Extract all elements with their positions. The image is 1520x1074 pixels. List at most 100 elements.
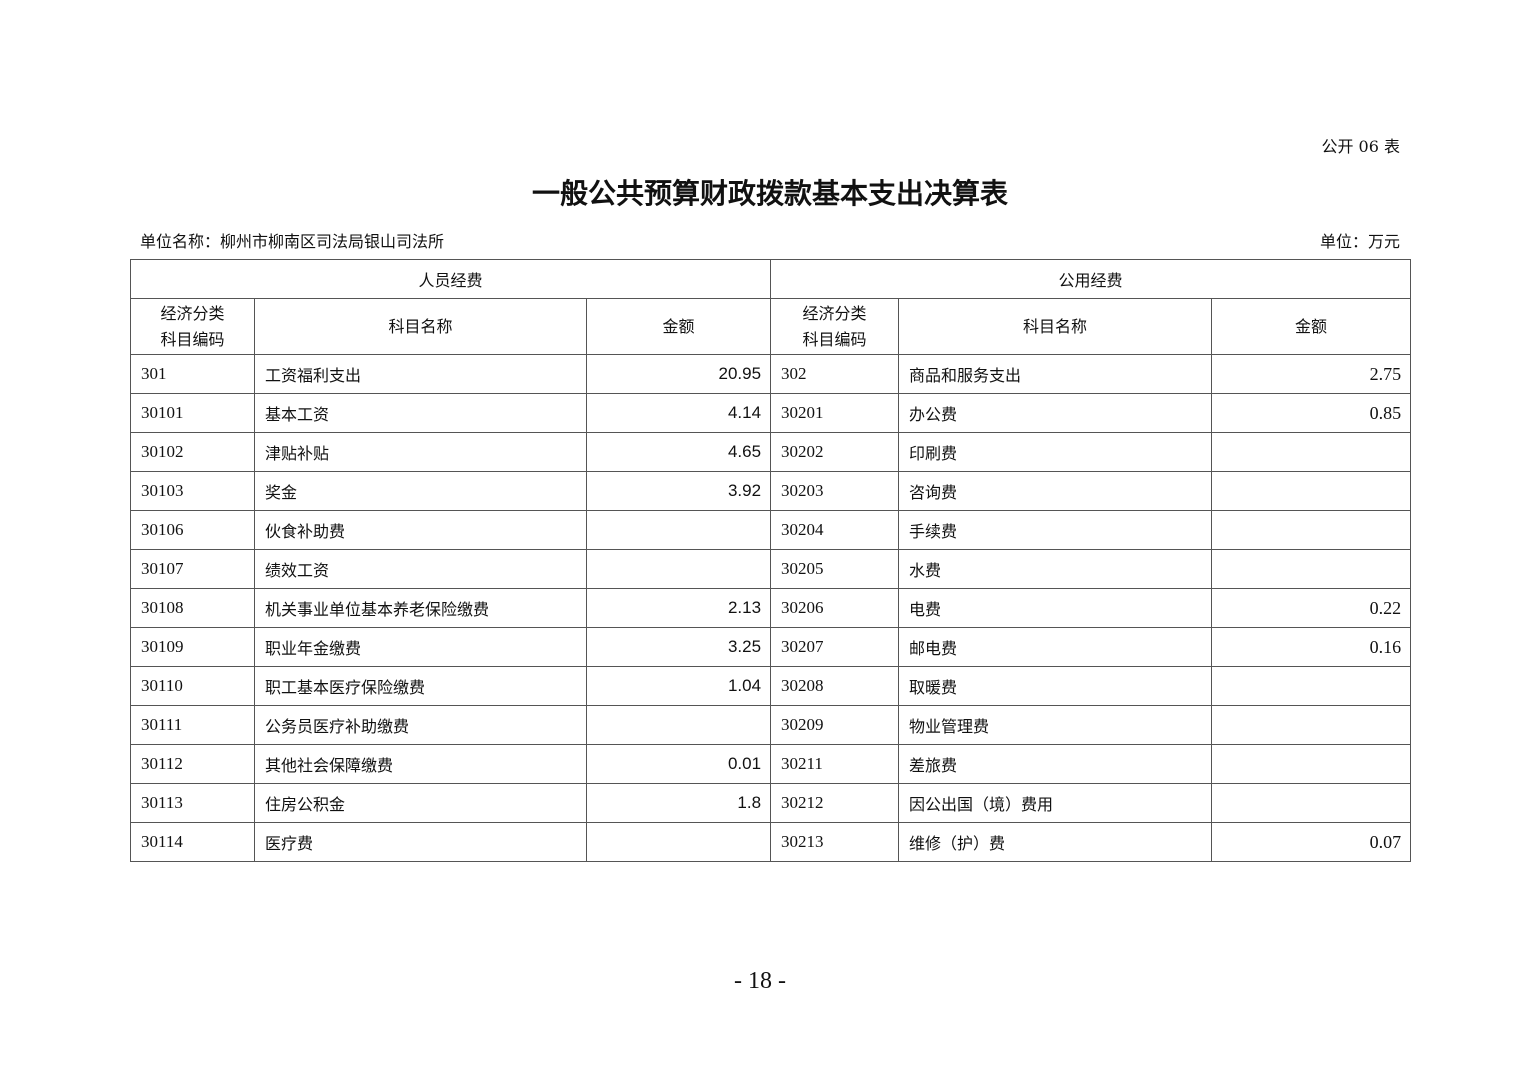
personnel-code-cell: 30110 bbox=[130, 666, 255, 706]
personnel-code-cell: 30114 bbox=[130, 822, 255, 862]
personnel-name-cell: 公务员医疗补助缴费 bbox=[254, 705, 587, 745]
personnel-name-cell: 医疗费 bbox=[254, 822, 587, 862]
table-row: 30101 基本工资 4.14 30201 办公费 0.85 bbox=[130, 393, 1412, 433]
table-row: 301 工资福利支出 20.95 302 商品和服务支出 2.75 bbox=[130, 354, 1412, 394]
public-amount-cell: 2.75 bbox=[1211, 354, 1412, 394]
unit-label: 单位：万元 bbox=[1319, 232, 1400, 251]
public-code-cell: 302 bbox=[770, 354, 900, 394]
public-code-cell: 30208 bbox=[770, 666, 900, 706]
personnel-code-cell: 30107 bbox=[130, 549, 255, 589]
personnel-code-cell: 30112 bbox=[130, 744, 255, 784]
public-code-cell: 30204 bbox=[770, 510, 900, 550]
personnel-amount-cell: 3.25 bbox=[585, 627, 772, 667]
table-row: 30106 伙食补助费 30204 手续费 bbox=[130, 510, 1412, 550]
personnel-amount-cell: 1.04 bbox=[585, 666, 772, 706]
header-code-line1: 经济分类 bbox=[160, 303, 225, 323]
public-name-cell: 物业管理费 bbox=[898, 705, 1213, 745]
personnel-name-cell: 职工基本医疗保险缴费 bbox=[254, 666, 587, 706]
public-name-cell: 取暖费 bbox=[898, 666, 1213, 706]
personnel-code-cell: 30111 bbox=[130, 705, 255, 745]
public-amount-cell: 0.16 bbox=[1211, 627, 1412, 667]
public-code-cell: 30212 bbox=[770, 783, 900, 823]
public-amount-cell: 0.07 bbox=[1211, 822, 1412, 862]
personnel-code-cell: 30102 bbox=[130, 432, 255, 472]
public-code-cell: 30206 bbox=[770, 588, 900, 628]
personnel-amount-cell: 20.95 bbox=[585, 354, 772, 394]
public-name-cell: 因公出国（境）费用 bbox=[898, 783, 1213, 823]
personnel-amount-cell: 1.8 bbox=[585, 783, 772, 823]
personnel-name-cell: 工资福利支出 bbox=[254, 354, 587, 394]
page-number: - 18 - bbox=[734, 968, 786, 994]
public-name-cell: 差旅费 bbox=[898, 744, 1213, 784]
group-public: 公用经费 bbox=[770, 259, 1412, 299]
public-name-cell: 印刷费 bbox=[898, 432, 1213, 472]
public-amount-cell bbox=[1211, 666, 1412, 706]
table-row: 30109 职业年金缴费 3.25 30207 邮电费 0.16 bbox=[130, 627, 1412, 667]
personnel-name-cell: 职业年金缴费 bbox=[254, 627, 587, 667]
header-name: 科目名称 bbox=[898, 298, 1213, 355]
header-code: 经济分类 科目编码 bbox=[770, 298, 900, 355]
personnel-name-cell: 其他社会保障缴费 bbox=[254, 744, 587, 784]
personnel-code-cell: 30103 bbox=[130, 471, 255, 511]
personnel-amount-cell: 2.13 bbox=[585, 588, 772, 628]
public-name-cell: 水费 bbox=[898, 549, 1213, 589]
group-header-row: 人员经费 公用经费 bbox=[129, 259, 1412, 299]
table-row: 30112 其他社会保障缴费 0.01 30211 差旅费 bbox=[130, 744, 1412, 784]
header-code-line2: 科目编码 bbox=[802, 329, 867, 349]
personnel-amount-cell bbox=[585, 705, 772, 745]
personnel-name-cell: 基本工资 bbox=[254, 393, 587, 433]
public-code-cell: 30202 bbox=[770, 432, 900, 472]
public-name-cell: 电费 bbox=[898, 588, 1213, 628]
header-amount: 金额 bbox=[585, 298, 772, 355]
personnel-amount-cell: 0.01 bbox=[585, 744, 772, 784]
public-code-cell: 30205 bbox=[770, 549, 900, 589]
personnel-name-cell: 津贴补贴 bbox=[254, 432, 587, 472]
unit-name: 单位名称：柳州市柳南区司法局银山司法所 bbox=[140, 232, 445, 251]
public-amount-cell bbox=[1211, 471, 1412, 511]
personnel-amount-cell bbox=[585, 822, 772, 862]
public-name-cell: 咨询费 bbox=[898, 471, 1213, 511]
public-name-cell: 手续费 bbox=[898, 510, 1213, 550]
public-amount-cell bbox=[1211, 783, 1412, 823]
public-code-cell: 30203 bbox=[770, 471, 900, 511]
public-amount-cell bbox=[1211, 744, 1412, 784]
personnel-amount-cell: 4.65 bbox=[585, 432, 772, 472]
table-row: 30103 奖金 3.92 30203 咨询费 bbox=[130, 471, 1412, 511]
personnel-code-cell: 30101 bbox=[130, 393, 255, 433]
personnel-amount-cell: 3.92 bbox=[585, 471, 772, 511]
personnel-code-cell: 30106 bbox=[130, 510, 255, 550]
table-row: 30102 津贴补贴 4.65 30202 印刷费 bbox=[130, 432, 1412, 472]
public-amount-cell: 0.22 bbox=[1211, 588, 1412, 628]
public-name-cell: 办公费 bbox=[898, 393, 1213, 433]
public-amount-cell bbox=[1211, 705, 1412, 745]
public-code-cell: 30201 bbox=[770, 393, 900, 433]
header-amount: 金额 bbox=[1211, 298, 1412, 355]
column-header-row: 经济分类 科目编码 科目名称 金额 经济分类 科目编码 科目名称 金额 bbox=[130, 298, 1412, 355]
expenditure-table: 人员经费 公用经费 经济分类 科目编码 科目名称 金额 经济分类 科目编码 科目名称… bbox=[129, 259, 1412, 862]
personnel-amount-cell bbox=[585, 510, 772, 550]
personnel-name-cell: 奖金 bbox=[254, 471, 587, 511]
personnel-code-cell: 301 bbox=[130, 354, 255, 394]
table-row: 30114 医疗费 30213 维修（护）费 0.07 bbox=[130, 822, 1412, 862]
public-amount-cell: 0.85 bbox=[1211, 393, 1412, 433]
personnel-name-cell: 伙食补助费 bbox=[254, 510, 587, 550]
personnel-code-cell: 30108 bbox=[130, 588, 255, 628]
public-amount-cell bbox=[1211, 510, 1412, 550]
public-amount-cell bbox=[1211, 549, 1412, 589]
header-code: 经济分类 科目编码 bbox=[130, 298, 255, 355]
header-name: 科目名称 bbox=[254, 298, 587, 355]
table-row: 30110 职工基本医疗保险缴费 1.04 30208 取暖费 bbox=[130, 666, 1412, 706]
public-code-cell: 30213 bbox=[770, 822, 900, 862]
personnel-code-cell: 30113 bbox=[130, 783, 255, 823]
page-title: 一般公共预算财政拨款基本支出决算表 bbox=[531, 177, 1008, 210]
header-code-line1: 经济分类 bbox=[802, 303, 867, 323]
personnel-code-cell: 30109 bbox=[130, 627, 255, 667]
personnel-name-cell: 住房公积金 bbox=[254, 783, 587, 823]
table-code: 公开 06 表 bbox=[1321, 137, 1400, 156]
public-code-cell: 30209 bbox=[770, 705, 900, 745]
personnel-amount-cell: 4.14 bbox=[585, 393, 772, 433]
public-code-cell: 30211 bbox=[770, 744, 900, 784]
public-amount-cell bbox=[1211, 432, 1412, 472]
personnel-amount-cell bbox=[585, 549, 772, 589]
personnel-name-cell: 绩效工资 bbox=[254, 549, 587, 589]
